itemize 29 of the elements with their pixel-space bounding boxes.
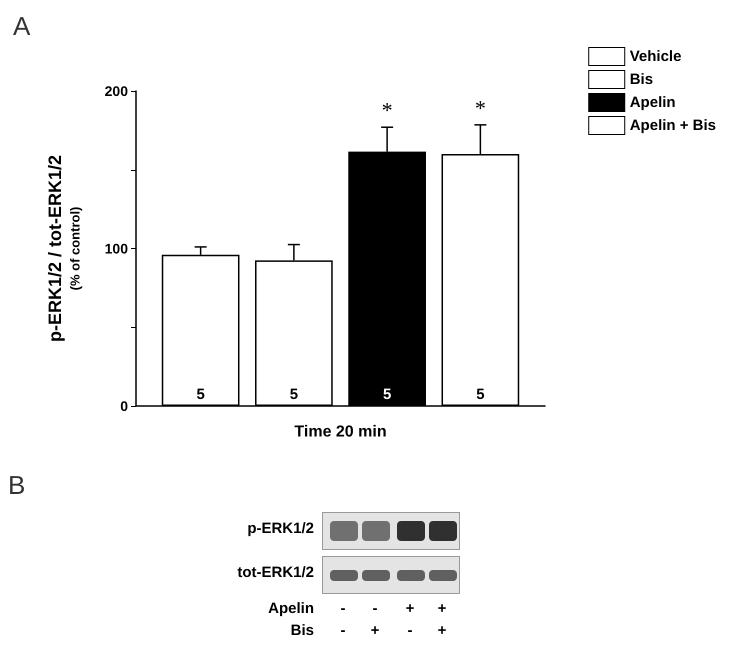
annotation: 5: [476, 386, 485, 403]
annotation: *: [474, 95, 486, 120]
text: -: [406, 622, 414, 639]
legend-label: Vehicle: [630, 48, 682, 65]
text: -: [372, 600, 378, 617]
text: B: [8, 470, 26, 501]
chart-title: A: [13, 11, 31, 41]
text: +: [404, 600, 416, 617]
annotation: 5: [382, 386, 392, 403]
x-axis-title: Time 20 min: [294, 424, 387, 440]
text: -: [340, 600, 346, 617]
legend-label: Bis: [630, 71, 654, 88]
annotation: 5: [290, 386, 298, 403]
annotation: 5: [196, 386, 205, 403]
text: -: [340, 622, 346, 639]
text: tot-ERK1/2: [237, 564, 314, 581]
y-tick-label: 200: [104, 83, 128, 99]
text: Bis: [290, 622, 314, 639]
y-axis-title: p-ERK1/2 / tot-ERK1/2 (% of control): [45, 154, 82, 342]
text: +: [370, 622, 380, 639]
text: +: [436, 622, 448, 639]
y-tick-label: 100: [104, 240, 128, 256]
annotation: *: [382, 98, 393, 123]
y-tick-label: 0: [120, 398, 128, 414]
text: Apelin: [268, 600, 314, 617]
legend-label: Apelin + Bis: [630, 117, 716, 134]
text: p-ERK1/2: [247, 520, 314, 537]
legend-label: Apelin: [630, 94, 676, 111]
text: +: [436, 600, 448, 617]
